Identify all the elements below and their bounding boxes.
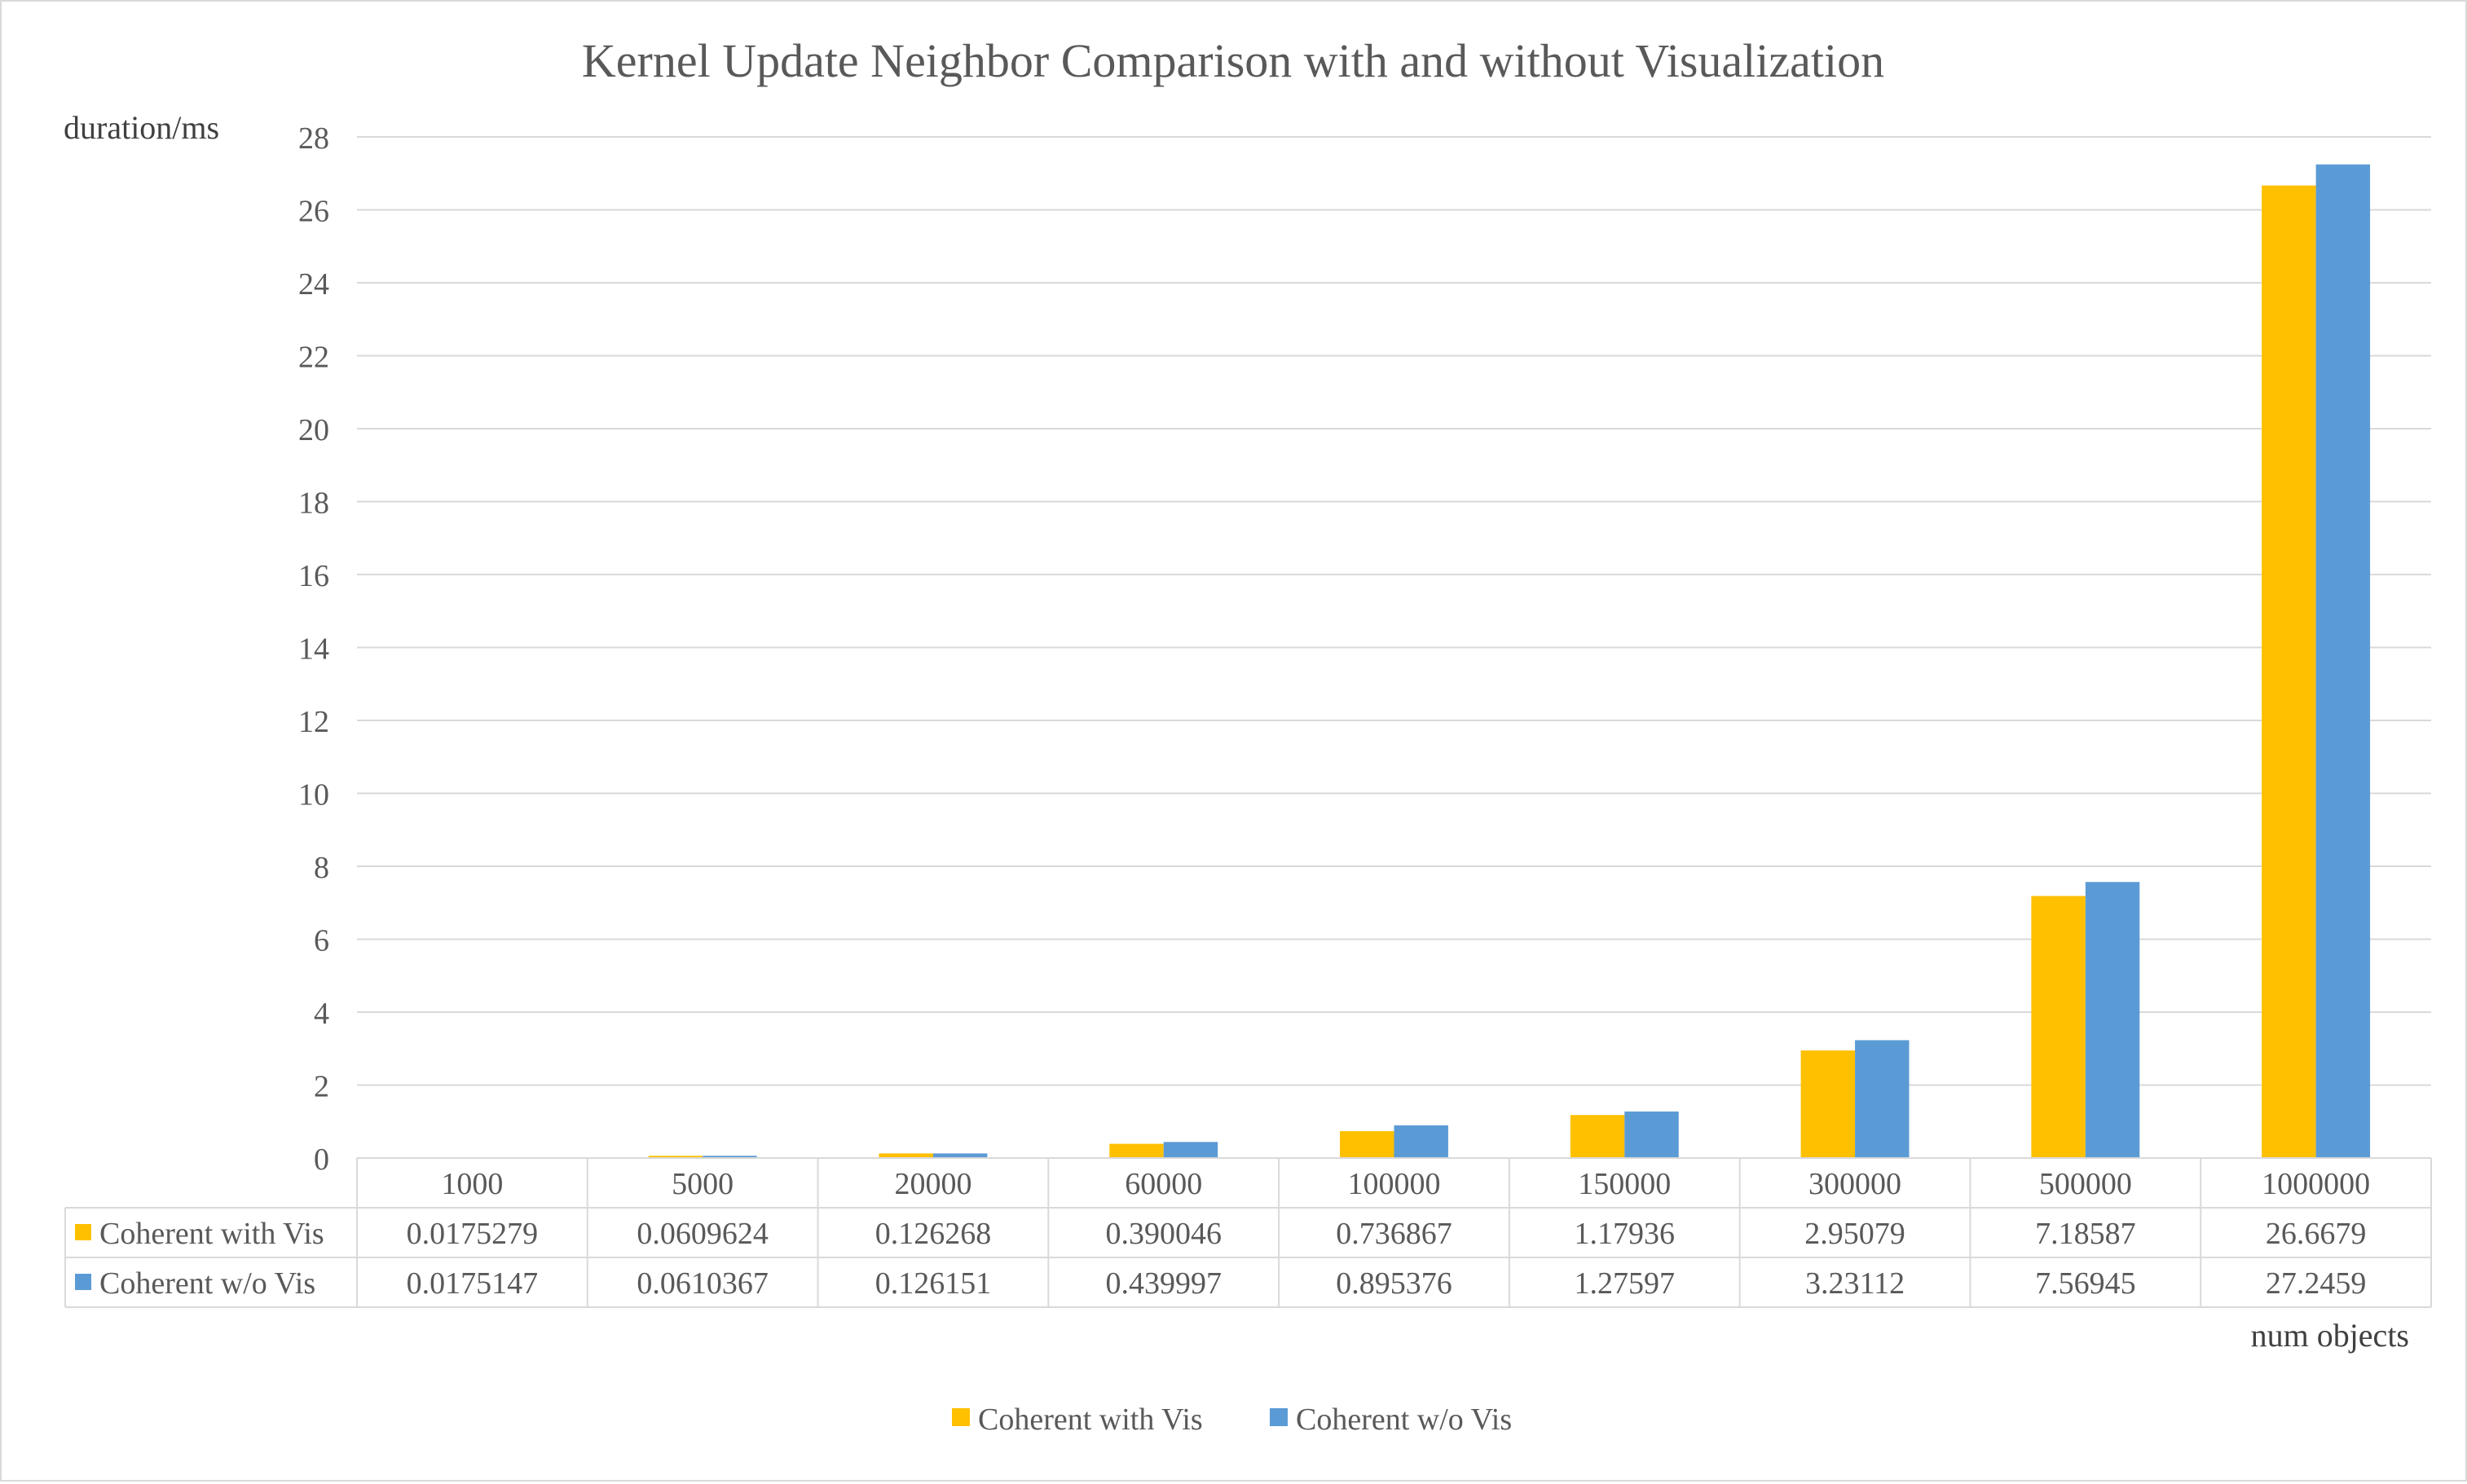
table-series-name: Coherent w/o Vis bbox=[99, 1266, 315, 1301]
table-cell-value: 0.736867 bbox=[1336, 1217, 1452, 1251]
table-cell-value: 1.27597 bbox=[1575, 1266, 1676, 1301]
x-category-label: 5000 bbox=[672, 1167, 733, 1201]
table-legend-key bbox=[75, 1224, 91, 1240]
table-legend-key bbox=[75, 1274, 91, 1290]
table-series-name: Coherent with Vis bbox=[99, 1217, 324, 1251]
legend-label: Coherent with Vis bbox=[978, 1403, 1203, 1437]
y-tick-label: 26 bbox=[298, 195, 329, 229]
table-cell-value: 0.0175147 bbox=[407, 1266, 539, 1301]
bar-without-vis-150000 bbox=[1624, 1111, 1679, 1158]
x-category-label: 150000 bbox=[1578, 1167, 1671, 1201]
y-tick-label: 16 bbox=[298, 559, 329, 593]
bar-without-vis-60000 bbox=[1163, 1142, 1218, 1158]
table-cell-value: 0.0610367 bbox=[637, 1266, 769, 1301]
bar-with-vis-5000 bbox=[648, 1156, 703, 1158]
table-cell-value: 0.0175279 bbox=[407, 1217, 539, 1251]
legend-label: Coherent w/o Vis bbox=[1296, 1403, 1512, 1437]
grid-lines bbox=[357, 136, 2431, 1086]
bar-with-vis-300000 bbox=[1800, 1050, 1856, 1158]
x-axis-label: num objects bbox=[2251, 1317, 2409, 1354]
table-cell-value: 0.390046 bbox=[1105, 1217, 1222, 1251]
bar-without-vis-20000 bbox=[932, 1153, 988, 1158]
x-category-label: 300000 bbox=[1808, 1167, 1901, 1201]
y-axis-label: duration/ms bbox=[64, 109, 219, 146]
bar-with-vis-20000 bbox=[879, 1153, 933, 1158]
bars bbox=[417, 164, 2371, 1159]
table-cell-value: 0.0609624 bbox=[637, 1217, 769, 1251]
bar-with-vis-500000 bbox=[2031, 896, 2086, 1158]
y-tick-label: 14 bbox=[298, 632, 329, 667]
table-cell-value: 0.126151 bbox=[875, 1266, 992, 1301]
y-tick-label: 28 bbox=[298, 121, 329, 156]
table-cell-value: 0.895376 bbox=[1336, 1266, 1452, 1301]
table-cell-value: 7.18587 bbox=[2035, 1217, 2136, 1251]
y-tick-label: 12 bbox=[298, 705, 329, 739]
bar-without-vis-1000000 bbox=[2315, 164, 2371, 1158]
data-table: 1000 5000 20000 60000 100000 150000 300000 5000… bbox=[64, 1157, 2432, 1308]
x-category-label: 60000 bbox=[1125, 1167, 1202, 1201]
bar-with-vis-100000 bbox=[1340, 1131, 1394, 1158]
legend: Coherent with Vis Coherent w/o Vis bbox=[952, 1403, 1512, 1437]
table-cell-value: 1.17936 bbox=[1575, 1217, 1676, 1251]
y-tick-label: 2 bbox=[314, 1070, 329, 1104]
y-tick-label: 22 bbox=[298, 341, 329, 375]
bar-with-vis-60000 bbox=[1109, 1143, 1164, 1158]
y-tick-label: 10 bbox=[298, 778, 329, 812]
bar-without-vis-5000 bbox=[703, 1156, 757, 1158]
y-tick-label: 24 bbox=[298, 267, 329, 302]
y-tick-label: 8 bbox=[314, 851, 329, 885]
table-cell-value: 2.95079 bbox=[1804, 1217, 1905, 1251]
table-cell-value: 3.23112 bbox=[1805, 1266, 1905, 1301]
legend-key-with-vis bbox=[952, 1408, 970, 1426]
y-tick-label: 4 bbox=[314, 997, 329, 1031]
table-cell-value: 26.6679 bbox=[2266, 1217, 2367, 1251]
bar-without-vis-500000 bbox=[2085, 882, 2140, 1158]
x-category-label: 500000 bbox=[2039, 1167, 2132, 1201]
table-cell-value: 27.2459 bbox=[2266, 1266, 2367, 1301]
chart-title: Kernel Update Neighbor Comparison with a… bbox=[582, 34, 1884, 87]
y-tick-label: 20 bbox=[298, 413, 329, 447]
bar-without-vis-300000 bbox=[1855, 1040, 1910, 1158]
bar-with-vis-1000000 bbox=[2262, 185, 2316, 1159]
table-cell-value: 0.439997 bbox=[1105, 1266, 1222, 1301]
x-category-label: 1000000 bbox=[2262, 1167, 2370, 1201]
table-cell-value: 7.56945 bbox=[2035, 1266, 2136, 1301]
y-tick-label: 0 bbox=[314, 1143, 329, 1177]
x-category-label: 100000 bbox=[1348, 1167, 1441, 1201]
legend-key-without-vis bbox=[1270, 1408, 1288, 1426]
y-tick-label: 6 bbox=[314, 924, 329, 958]
x-category-label: 1000 bbox=[441, 1167, 503, 1201]
bar-without-vis-100000 bbox=[1394, 1125, 1448, 1158]
y-tick-label: 18 bbox=[298, 487, 329, 521]
bar-with-vis-150000 bbox=[1570, 1115, 1625, 1158]
x-category-label: 20000 bbox=[894, 1167, 971, 1201]
table-cell-value: 0.126268 bbox=[875, 1217, 992, 1251]
